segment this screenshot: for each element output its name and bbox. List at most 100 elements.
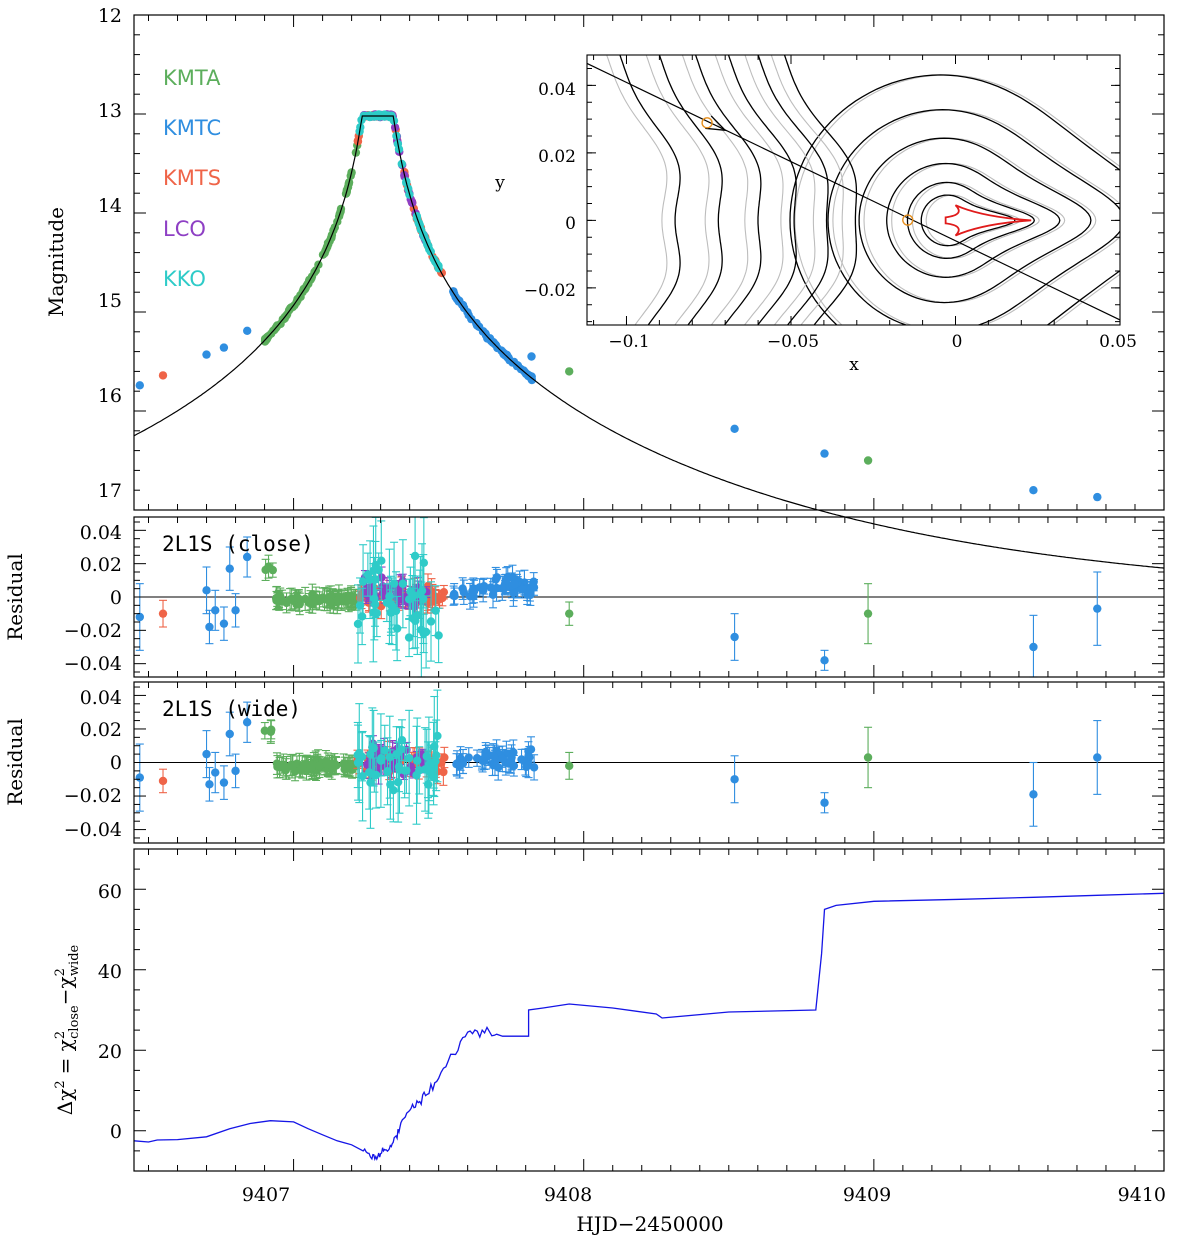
data-point-kmta (276, 319, 285, 329)
residual-point-kmtc (526, 590, 535, 600)
dc-ylabel: Δχ2= χ2close−χ2wide (53, 944, 82, 1115)
residual-point-kmtc (242, 718, 252, 727)
magnification-contour (832, 109, 1120, 325)
lc-ytick-label: 14 (98, 195, 122, 217)
residual-point-kmtc (464, 753, 473, 762)
inset-ylabel: y (494, 173, 505, 193)
residual-point-kmta (318, 593, 328, 602)
magnification-contour (906, 181, 1035, 259)
residual-point-kmta (307, 763, 316, 772)
residual-point-kmtc (488, 751, 498, 760)
residual-point-kmta (279, 760, 288, 769)
residual-point-kko (426, 617, 436, 626)
lc-ylabel: Magnitude (44, 207, 68, 317)
magnification-contour (858, 137, 1092, 304)
residual-point-kko (410, 551, 420, 561)
magnification-contour (783, 55, 858, 325)
residual-point-kko (353, 758, 363, 767)
magnification-contour (886, 162, 1061, 278)
dc-ylabel-eq: = χ (53, 1039, 77, 1074)
residual-point-kko (364, 768, 374, 777)
residual-point-kmtc (219, 778, 229, 787)
residual-point-kko (380, 746, 389, 755)
residual-point-kko (353, 619, 363, 629)
residual-point-kmtc (506, 756, 516, 765)
residual-point-kmta (268, 565, 277, 575)
residual-point-kko (377, 754, 386, 763)
residual-point-kmta (565, 609, 574, 618)
residual-point-kko (431, 756, 440, 766)
legend-kmtc: KMTC (163, 116, 221, 140)
data-point-kmtc (243, 326, 252, 335)
residual-point-kko (370, 600, 380, 609)
residual-point-kmtc (500, 583, 510, 593)
xtick-label: 9408 (544, 1184, 592, 1206)
data-point-kmts (158, 371, 168, 380)
residual-point-kko (357, 612, 367, 621)
residual-point-kko (358, 577, 368, 586)
rc-ytick-label: 0.02 (80, 554, 122, 576)
residual-point-kmta (333, 595, 343, 605)
light-curve-frame (133, 14, 1165, 511)
residual-point-kmtc (820, 656, 829, 665)
residual-point-kmta (260, 726, 270, 735)
inset-xtick-label: 0 (952, 332, 963, 352)
model-curve (133, 115, 1165, 569)
dc-ylabel-minus: −χ (53, 976, 77, 1005)
dc-ytick-label: 40 (98, 961, 122, 983)
residual-point-kko (369, 566, 378, 575)
light-curve-ticks (134, 14, 1165, 511)
xtick-label: 9407 (242, 1184, 290, 1206)
residual-point-kmtc (820, 798, 829, 807)
inset-xtick-label: −0.05 (767, 332, 819, 352)
rw-ytick-label: 0.04 (80, 687, 122, 709)
residual-point-kmtc (730, 632, 739, 642)
residual-point-kmtc (478, 586, 488, 595)
residual-point-kko (419, 558, 429, 568)
residual-point-kko (413, 756, 422, 765)
residual-point-kmtc (1093, 753, 1102, 762)
legend-kmts: KMTS (163, 166, 221, 190)
data-point-kmta (261, 336, 270, 345)
residual-point-kmtc (211, 606, 220, 615)
residual-point-kko (383, 767, 392, 776)
lc-ytick-label: 17 (98, 480, 122, 502)
magnification-contour (757, 55, 829, 325)
residual-point-kko (358, 771, 367, 781)
inset-contours (587, 55, 1120, 325)
residual-point-kko (434, 631, 443, 640)
residual-point-kko (392, 624, 402, 633)
residual-point-kmtc (450, 591, 459, 601)
magnification-contour (794, 74, 1120, 325)
legend-kko: KKO (163, 267, 206, 291)
magnification-contour (681, 55, 749, 325)
residual-point-kko (413, 611, 422, 620)
residual-point-kko (355, 748, 364, 758)
delta-chi2-ticks (134, 848, 1165, 1172)
residual-point-kmtc (1093, 604, 1102, 613)
inset-xlabel: x (849, 355, 859, 375)
data-point-kmtc (485, 334, 495, 343)
data-point-kmtc (527, 352, 536, 361)
residual-close-panel: −0.04 −0.02 0 0.02 0.04 Residual 2L1S (c… (3, 516, 1165, 678)
delta-chi2-panel: 0 20 40 60 Δχ2= χ2close−χ2wide 9407 9408… (53, 848, 1166, 1236)
residual-point-kko (366, 778, 375, 787)
residual-point-kmtc (486, 583, 495, 592)
residual-point-kko (415, 766, 424, 775)
residual-point-kmta (285, 595, 295, 604)
residual-point-kmtc (205, 622, 214, 632)
residual-point-kmta (325, 597, 335, 607)
light-curve-data (133, 110, 1165, 569)
residual-point-kko (425, 767, 434, 776)
magnification-contour (920, 194, 1016, 247)
residual-point-kko (433, 731, 442, 741)
rw-ytick-label: −0.02 (64, 785, 122, 807)
rw-ytick-label: −0.04 (64, 819, 122, 841)
residual-point-kmts (158, 776, 168, 786)
rw-ytick-label: 0 (110, 752, 122, 774)
data-point-kmtc (1029, 486, 1038, 495)
trajectory-arrow-icon (705, 115, 727, 132)
residual-point-kmtc (1029, 642, 1038, 652)
residual-point-kko (386, 608, 396, 617)
